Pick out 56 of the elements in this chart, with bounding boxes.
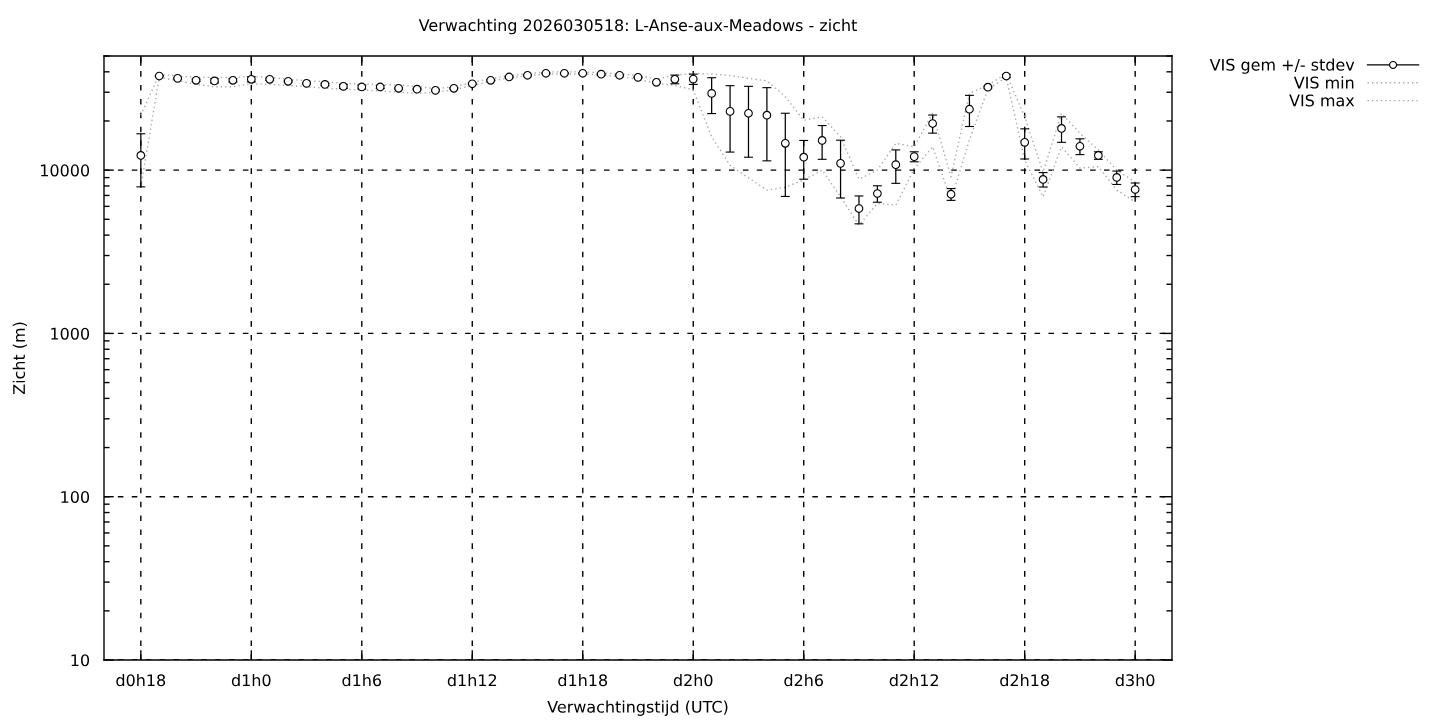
point [762, 110, 772, 120]
y-axis-title: Zicht (m) [12, 322, 27, 395]
point [1130, 185, 1140, 194]
point [836, 159, 845, 168]
x-axis-title: Verwachtingstijd (UTC) [547, 700, 728, 716]
y-tick-label: 10 [71, 654, 90, 667]
point [725, 107, 735, 116]
point [431, 85, 440, 95]
x-tick-label: d1h18 [558, 673, 608, 687]
point [615, 70, 624, 80]
point [523, 70, 532, 80]
point [541, 68, 551, 78]
point [817, 136, 827, 145]
point [780, 138, 790, 148]
point [467, 79, 477, 89]
point [486, 75, 496, 85]
point [394, 83, 403, 93]
legend-label: VIS min [1293, 76, 1354, 89]
x-tick-label: d0h18 [116, 673, 166, 687]
y-tick-label: 10000 [41, 164, 90, 177]
point [707, 89, 717, 98]
point [744, 108, 753, 118]
point [596, 69, 606, 79]
point [1020, 137, 1030, 147]
x-tick-label: d1h0 [231, 673, 271, 687]
x-tick-label: d1h6 [342, 673, 382, 687]
chart-title: Verwachting 2026030518: L-Anse-aux-Meadows - zicht [418, 18, 857, 35]
point [173, 73, 183, 83]
point [965, 104, 974, 114]
x-tick-label: d2h0 [673, 673, 713, 687]
x-tick-label: d2h18 [1000, 673, 1049, 687]
point [302, 78, 311, 88]
point [873, 189, 882, 198]
point [1057, 124, 1066, 133]
point [799, 152, 809, 162]
y-tick-label: 100 [61, 490, 90, 504]
point [854, 204, 864, 213]
point [136, 151, 146, 160]
point [559, 68, 569, 78]
point [928, 119, 937, 128]
y-tick-label: 1000 [51, 327, 90, 340]
point [1075, 141, 1085, 151]
point [891, 160, 901, 170]
point [449, 83, 459, 93]
x-tick-label: d1h12 [447, 673, 497, 687]
legend-label: VIS gem +/- stdev [1209, 58, 1355, 74]
point [578, 68, 588, 78]
point [1112, 173, 1122, 182]
x-tick-label: d2h12 [889, 673, 938, 687]
legend-label: VIS max [1289, 94, 1355, 107]
point [633, 72, 643, 82]
point [283, 76, 293, 86]
x-tick-label: d3h0 [1115, 673, 1155, 687]
point [652, 77, 661, 87]
point [1038, 175, 1048, 184]
x-tick-label: d2h6 [784, 673, 824, 687]
